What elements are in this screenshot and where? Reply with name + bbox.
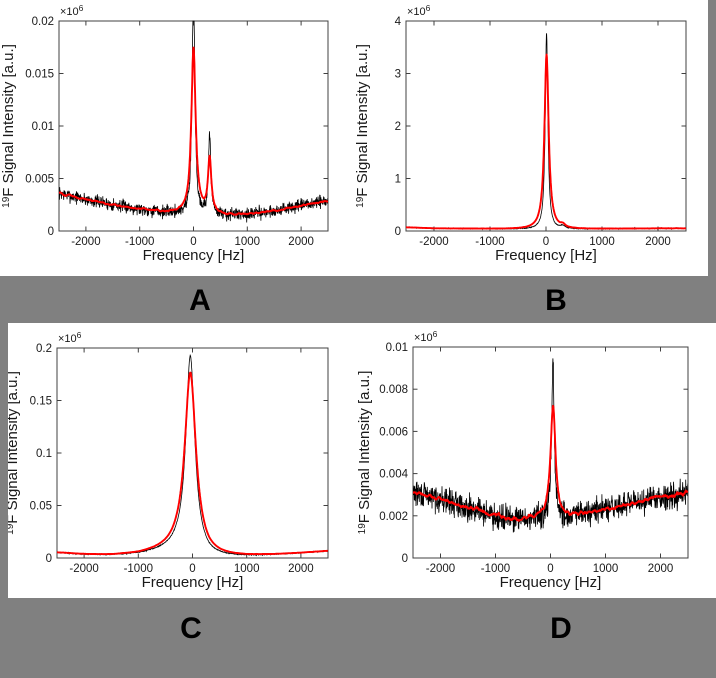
top-panel	[0, 0, 708, 276]
panel-label-d: D	[550, 612, 572, 645]
y-tick-label: 0.005	[25, 174, 54, 186]
y-axis-label: 19F Signal Intensity [a.u.]	[0, 44, 17, 208]
y-tick-label: 2	[395, 121, 401, 133]
y-axis-exponent: ×106	[58, 330, 82, 345]
panel-label-a: A	[189, 284, 211, 317]
x-tick-label: -1000	[475, 236, 504, 248]
x-tick-label: -2000	[69, 563, 98, 575]
x-tick-label: -1000	[481, 563, 510, 575]
smoothed-series	[59, 46, 328, 216]
y-tick-label: 0.05	[30, 501, 52, 513]
y-tick-label: 0.15	[30, 396, 52, 408]
panel-label-b: B	[545, 284, 567, 317]
y-tick-label: 0.004	[379, 469, 408, 481]
smoothed-series	[406, 53, 686, 230]
plot-d-canvas: -2000 -1000 0 1000 2000 0 0.002 0.004 0.006 0.008…	[356, 329, 689, 591]
y-axis-label: 19F Signal Intensity [a.u.]	[356, 371, 373, 535]
smoothed-series	[57, 371, 328, 556]
plot-b-canvas: -2000 -1000 0 1000 2000 0 1 2 3 4 ×106 Frequency [H…	[356, 3, 687, 264]
y-tick-label: 0.002	[379, 511, 408, 523]
y-tick-label: 1	[395, 174, 401, 186]
y-axis-exponent: ×106	[414, 329, 438, 344]
x-tick-label: 0	[543, 236, 549, 248]
x-axis-label: Frequency [Hz]	[143, 247, 245, 264]
y-axis-exponent: ×106	[60, 3, 84, 18]
y-tick-label: 4	[395, 16, 402, 28]
x-tick-label: 1000	[235, 236, 261, 248]
x-tick-label: 0	[547, 563, 553, 575]
x-axis-label: Frequency [Hz]	[495, 247, 597, 264]
y-tick-label: 0.006	[379, 426, 408, 438]
x-axis-label: Frequency [Hz]	[500, 574, 602, 591]
y-axis-label: 19F Signal Intensity [a.u.]	[356, 44, 371, 208]
y-tick-label: 0.01	[32, 121, 54, 133]
x-tick-label: 1000	[589, 236, 615, 248]
y-tick-label: 0.01	[386, 342, 408, 354]
x-tick-label: -2000	[419, 236, 448, 248]
x-axis-label: Frequency [Hz]	[142, 574, 244, 591]
y-axis-label: 19F Signal Intensity [a.u.]	[8, 371, 21, 535]
y-tick-label: 0	[402, 553, 408, 565]
panel-label-c: C	[180, 612, 202, 645]
y-tick-label: 0.2	[36, 343, 52, 355]
y-tick-label: 0	[46, 553, 52, 565]
raw-series	[413, 358, 688, 533]
smoothed-series	[413, 404, 688, 522]
x-tick-label: 0	[189, 563, 195, 575]
y-tick-label: 0.1	[36, 448, 52, 460]
x-tick-label: 2000	[288, 236, 314, 248]
y-tick-label: 3	[395, 69, 401, 81]
x-tick-label: 2000	[645, 236, 671, 248]
y-axis-exponent: ×106	[407, 3, 431, 18]
x-tick-label: 1000	[234, 563, 260, 575]
y-tick-label: 0	[48, 226, 54, 238]
y-tick-label: 0.02	[32, 16, 54, 28]
x-tick-label: -1000	[125, 236, 154, 248]
x-tick-label: 2000	[288, 563, 314, 575]
y-tick-label: 0.015	[25, 69, 54, 81]
x-tick-label: 0	[190, 236, 196, 248]
plot-c-canvas: -2000 -1000 0 1000 2000 0 0.05 0.1 0.15 0.2 ×106 Fr…	[8, 330, 329, 591]
y-tick-label: 0.008	[379, 384, 408, 396]
x-tick-label: 2000	[648, 563, 674, 575]
x-tick-label: -2000	[71, 236, 100, 248]
y-tick-label: 0	[395, 226, 401, 238]
x-tick-label: 1000	[593, 563, 619, 575]
plot-a-canvas: -2000 -1000 0 1000 2000 0 0.005 0.01 0.015 0.02 ×1…	[0, 3, 329, 264]
x-tick-label: -1000	[124, 563, 153, 575]
x-tick-label: -2000	[426, 563, 455, 575]
